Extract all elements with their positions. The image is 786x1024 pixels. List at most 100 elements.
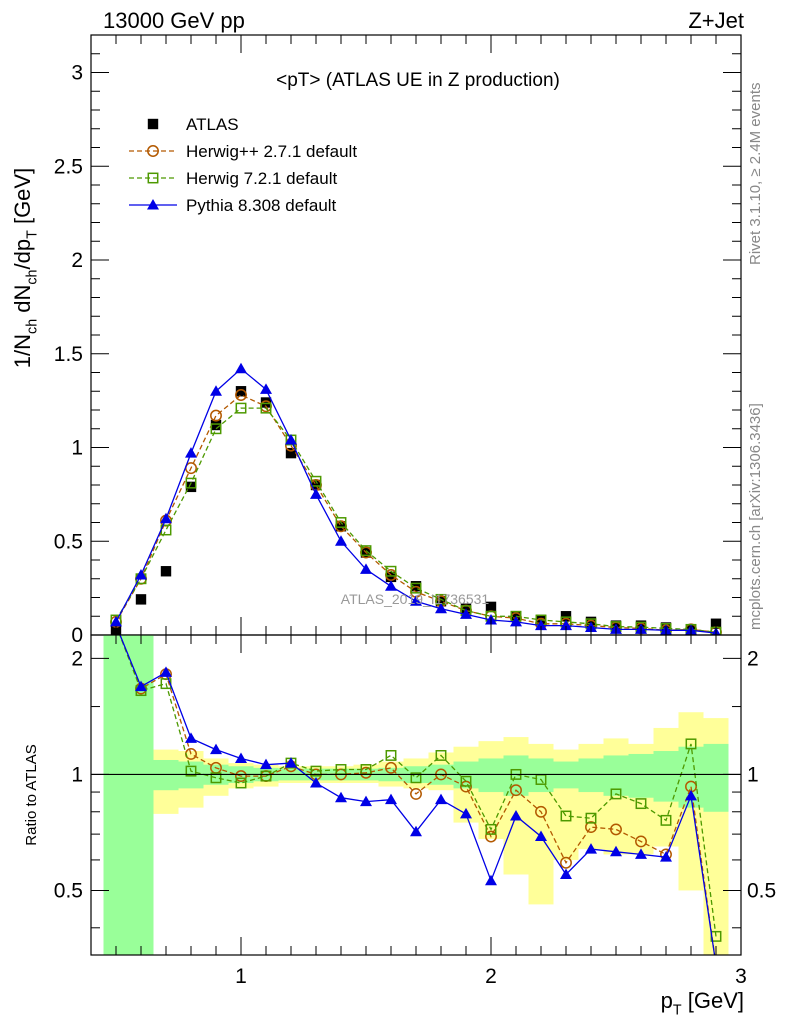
legend: ATLAS Herwig++ 2.7.1 default Herwig 7.2.1 … (129, 115, 357, 215)
watermark: ATLAS_2019_I1736531 (341, 591, 490, 607)
ratio-herwig-7-2-1-default-point (410, 772, 422, 784)
main-herwig-7-2-1-default-point (235, 402, 247, 414)
ratio-herwig-7-2-1-default-point (660, 814, 672, 826)
ratio-pythia-8-308-default-point (585, 843, 597, 854)
main-atlas-point (335, 521, 347, 532)
main-pythia-8-308-default-point (185, 447, 197, 458)
main-pythia-8-308-default-point (335, 535, 347, 546)
ratio-herwig-7-2-1-default-point (210, 772, 222, 784)
main-atlas-point (385, 571, 397, 583)
ratio-pythia-8-308-default-point (235, 752, 247, 763)
band-inner (653, 751, 679, 802)
main-y-axis-label-text: 1/Nch dNch/dpT [GeV] (10, 168, 41, 368)
main-pythia-8-308-default-point (310, 488, 322, 499)
header-right: Z+Jet (688, 8, 744, 33)
rivet-note: Rivet 3.1.10, ≥ 2.4M events (747, 83, 764, 266)
ratio-herwig-2-7-1-default-point (635, 835, 647, 848)
main-atlas-point (185, 481, 197, 493)
ratio-herwig-7-2-1-default-point (185, 765, 197, 777)
main-atlas-point (235, 386, 247, 397)
ratio-herwig-7-2-1-default-point (585, 812, 597, 824)
main-y-tick-label: 0.5 (54, 530, 83, 553)
ratio-herwig-7-2-1-default-point (635, 798, 647, 810)
main-pythia-8-308-default-point (260, 383, 272, 394)
ratio-y-tick-label: 1 (71, 763, 83, 786)
main-pythia-8-308-default-point (285, 434, 297, 445)
main-y-tick-label: 2 (71, 249, 83, 272)
ratio-pythia-8-308-default-point (685, 789, 697, 801)
ratio-pythia-8-308-default-point (335, 791, 347, 803)
main-pythia-8-308-default-point (535, 619, 547, 631)
main-pythia-8-308-default-point (385, 580, 397, 591)
ratio-pythia-8-308-default-point (135, 680, 147, 692)
legend-herwig-7-2-1-default-marker (147, 172, 159, 184)
main-herwig-7-2-1-default-point (360, 545, 372, 557)
ratio-pythia-8-308-default-point (435, 793, 447, 805)
legend-pythia-8-308-default-label: Pythia 8.308 default (186, 196, 337, 215)
x-tick-label: 2 (485, 965, 497, 988)
ratio-pythia-8-308-default-point (535, 830, 547, 842)
ratio-y-axis-label-text: Ratio to ATLAS (23, 744, 40, 845)
ratio-pythia-8-308-default-point (260, 758, 272, 770)
ratio-y-tick-label: 2 (71, 647, 83, 670)
ratio-pythia-8-308-default-point (560, 868, 572, 879)
ratio-pythia-8-308-default-point (610, 845, 622, 857)
band-inner (103, 635, 129, 955)
band-inner (628, 753, 654, 798)
main-herwig-2-7-1-default-point (210, 409, 222, 422)
main-y-tick-label: 1 (71, 437, 83, 460)
main-atlas-point (310, 479, 322, 491)
main-herwig-7-2-1-default-point (260, 402, 272, 414)
ratio-pythia-8-308-default-point (160, 666, 172, 677)
legend-herwig-7-2-1-default-label: Herwig 7.2.1 default (186, 169, 337, 188)
ratio-herwig-7-2-1-default-point (685, 738, 697, 750)
main-pythia-8-308-default-point (110, 615, 122, 627)
ratio-herwig-2-7-1-default-point (485, 830, 497, 843)
ratio-herwig-2-7-1-default-point (235, 770, 247, 783)
ratio-pythia-8-308-default-point (310, 777, 322, 788)
ratio-herwig-2-7-1-default-line (119, 635, 716, 955)
main-pythia-8-308-default-point (435, 602, 447, 614)
main-atlas-point (160, 566, 172, 577)
band-inner (478, 758, 504, 793)
main-pythia-8-308-default-point (235, 362, 247, 374)
legend-atlas-marker (147, 118, 159, 130)
main-atlas-point (710, 618, 722, 629)
ratio-herwig-2-7-1-default-point (560, 856, 572, 869)
main-atlas-point (210, 419, 222, 431)
ratio-pythia-8-308-default-point (510, 810, 522, 821)
main-herwig-7-2-1-default-point (210, 423, 222, 435)
ratio-pythia-8-308-default-point (635, 848, 647, 859)
ratio-herwig-7-2-1-default-point (610, 788, 622, 800)
legend-atlas-label: ATLAS (186, 115, 239, 134)
ratio-herwig-7-2-1-default-point (485, 823, 497, 835)
main-pythia-8-308-default-point (460, 608, 472, 619)
ratio-pythia-8-308-default-point (485, 874, 497, 886)
ratio-herwig-2-7-1-default-point (510, 784, 522, 797)
ratio-pythia-8-308-default-point (385, 793, 397, 805)
main-panel-axes: 0 0.5 1 1.5 2 2.5 3 (54, 34, 742, 647)
x-tick-label: 3 (735, 965, 747, 988)
main-herwig-7-2-1-default-point (185, 477, 197, 489)
ratio-herwig-2-7-1-default-point (410, 787, 422, 800)
ratio-herwig-7-2-1-default-point (235, 777, 247, 789)
main-atlas-point (135, 594, 147, 605)
main-y-tick-label: 2.5 (54, 155, 83, 178)
ratio-herwig-7-2-1-default-point (310, 765, 322, 777)
ratio-y-tick-label-right: 0.5 (747, 879, 776, 902)
ratio-y-tick-label-right: 1 (747, 763, 759, 786)
ratio-pythia-8-308-default-point (185, 732, 197, 743)
main-pythia-8-308-default-point (160, 512, 172, 524)
main-y-tick-label: 3 (71, 62, 83, 85)
main-atlas-point (560, 611, 572, 622)
main-pythia-8-308-default-point (360, 563, 372, 574)
header-left: 13000 GeV pp (103, 8, 245, 33)
ratio-pythia-8-308-default-point (210, 743, 222, 755)
legend-herwig-2-7-1-default-label: Herwig++ 2.7.1 default (186, 142, 357, 161)
main-pythia-8-308-default-point (510, 615, 522, 627)
ratio-herwig-7-2-1-default-point (385, 749, 397, 761)
ratio-pythia-8-308-default-point (360, 795, 372, 807)
ratio-y-tick-label-right: 2 (747, 647, 759, 670)
main-atlas-point (435, 596, 447, 607)
